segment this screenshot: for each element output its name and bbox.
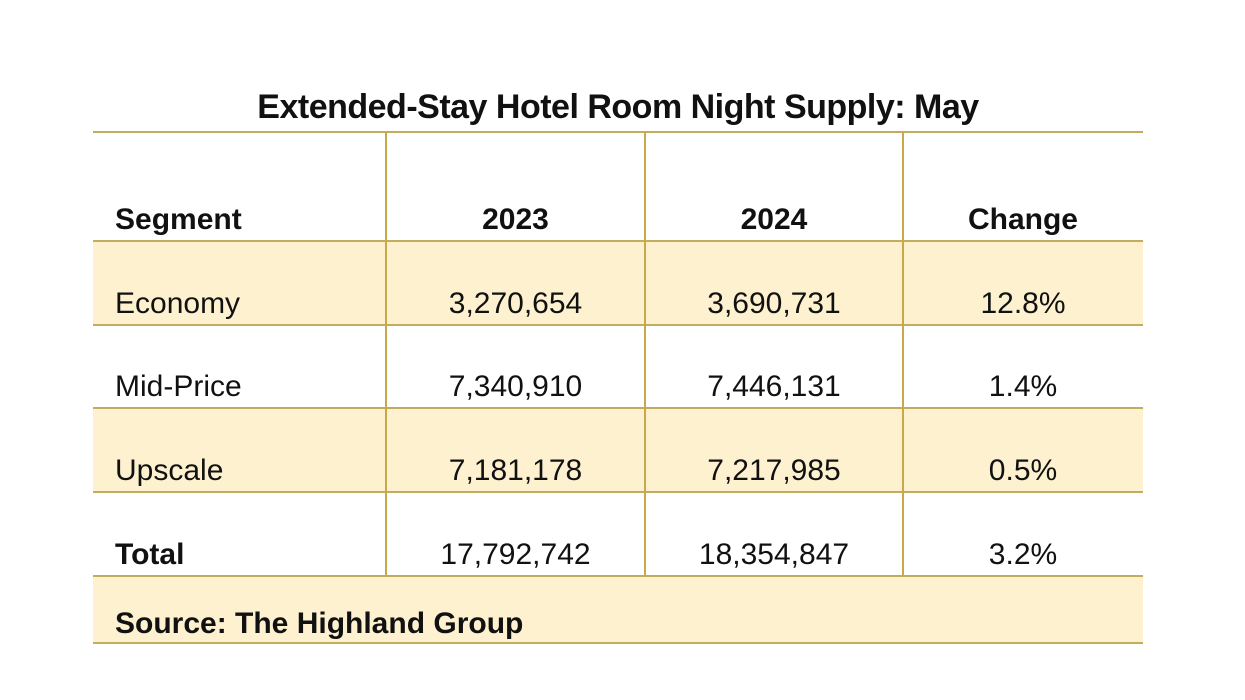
header-segment: Segment [115,203,242,236]
rule-top [93,131,1143,133]
cell-segment-total: Total [115,538,185,571]
cell-2024: 7,217,985 [707,454,841,487]
row-band-upscale [93,408,1143,492]
cell-change-total: 3.2% [988,538,1058,571]
cell-change: 1.4% [988,370,1058,403]
rule-row-3 [93,491,1143,493]
table-title: Extended-Stay Hotel Room Night Supply: M… [257,88,979,126]
header-2024: 2024 [740,203,808,236]
cell-2023: 3,270,654 [448,287,583,320]
cell-segment: Economy [115,287,241,320]
cell-change: 0.5% [988,454,1058,487]
cell-2023: 7,181,178 [448,454,583,487]
rule-row-2 [93,407,1143,409]
header-2023: 2023 [482,203,549,236]
cell-2024: 7,446,131 [707,370,841,403]
col-divider-2 [644,132,646,576]
cell-change: 12.8% [980,287,1066,320]
cell-segment: Upscale [115,454,224,487]
col-divider-3 [902,132,904,576]
rule-bottom [93,642,1143,644]
cell-2023-total: 17,792,742 [440,538,591,571]
rule-header-bottom [93,240,1143,242]
rule-row-1 [93,324,1143,326]
header-change: Change [967,203,1078,236]
cell-2023: 7,340,910 [448,370,583,403]
source-note: Source: The Highland Group [115,607,524,640]
rule-row-4 [93,575,1143,577]
cell-segment: Mid-Price [115,370,242,403]
cell-2024-total: 18,354,847 [698,538,850,571]
col-divider-1 [385,132,387,576]
row-band-source [93,576,1143,643]
row-band-economy [93,241,1143,325]
cell-2024: 3,690,731 [707,287,841,320]
